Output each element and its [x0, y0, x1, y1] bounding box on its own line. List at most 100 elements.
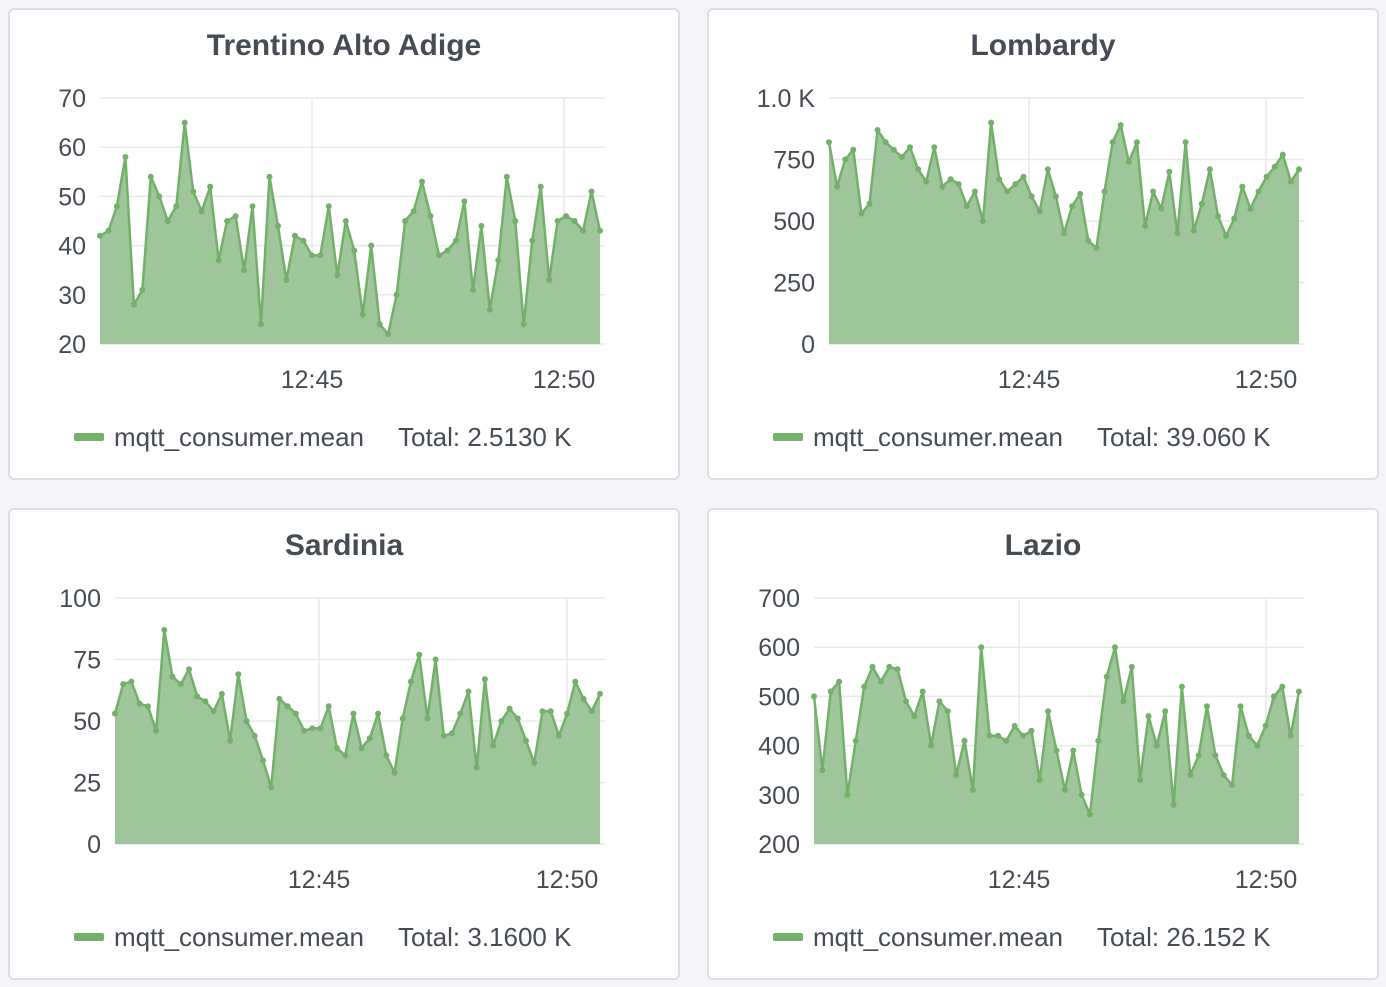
legend-swatch-icon — [74, 933, 104, 941]
data-point — [861, 683, 868, 690]
data-point — [1011, 722, 1018, 729]
y-tick-label: 600 — [758, 634, 800, 662]
data-point — [419, 178, 425, 185]
data-point — [113, 203, 120, 210]
legend: mqtt_consumer.mean Total: 2.5130 K — [74, 422, 572, 452]
data-point — [469, 286, 476, 293]
data-point — [1287, 178, 1294, 185]
y-tick-label: 60 — [58, 134, 86, 162]
data-point — [1229, 782, 1236, 788]
data-point — [1020, 732, 1027, 739]
data-point — [1101, 188, 1108, 195]
data-point — [1187, 772, 1194, 779]
data-point — [215, 257, 222, 264]
data-point — [120, 681, 127, 688]
y-tick-label: 500 — [758, 683, 800, 711]
legend: mqtt_consumer.mean Total: 39.060 K — [773, 422, 1271, 452]
data-point — [300, 237, 307, 244]
data-point — [969, 786, 976, 793]
legend-total: Total: 2.5130 K — [398, 422, 572, 452]
data-point — [939, 183, 946, 190]
data-point — [894, 666, 901, 673]
data-point — [834, 183, 841, 190]
data-point — [1052, 193, 1059, 200]
data-point — [514, 715, 521, 722]
data-point — [136, 700, 143, 707]
data-point — [963, 203, 970, 210]
x-tick-label: 12:50 — [1235, 366, 1298, 394]
data-point — [1028, 193, 1035, 200]
data-point — [1220, 772, 1227, 779]
data-point — [961, 737, 968, 744]
legend-series-name: mqtt_consumer.mean — [813, 422, 1063, 452]
data-point — [580, 227, 587, 234]
data-point — [122, 154, 129, 160]
data-point — [391, 769, 398, 776]
x-tick-label: 12:50 — [536, 866, 599, 894]
data-point — [358, 745, 365, 752]
panel-trentino-alto-adige: Trentino Alto Adige 20 30 40 50 60 70 12:45 12:5… — [8, 8, 680, 480]
data-point — [461, 198, 468, 205]
data-point — [819, 767, 826, 774]
data-point — [473, 764, 480, 771]
data-point — [1003, 737, 1010, 744]
data-point — [877, 678, 884, 685]
data-point — [1215, 213, 1221, 220]
data-point — [243, 718, 250, 724]
data-point — [1212, 752, 1219, 759]
data-point — [506, 705, 513, 712]
chart-title: Sardinia — [285, 529, 404, 562]
data-point — [588, 708, 595, 715]
data-point — [546, 277, 553, 283]
data-point — [995, 732, 1001, 739]
y-tick-label: 100 — [59, 585, 101, 613]
data-point — [978, 644, 985, 651]
data-point — [555, 732, 562, 739]
data-point — [393, 291, 400, 298]
data-point — [432, 656, 439, 663]
data-point — [858, 210, 865, 217]
data-point — [903, 698, 909, 705]
data-point — [342, 752, 349, 759]
data-point — [284, 703, 291, 710]
data-point — [1086, 811, 1093, 818]
legend-total: Total: 26.152 K — [1097, 922, 1271, 952]
y-tick-label: 250 — [773, 270, 815, 298]
data-point — [874, 127, 881, 133]
data-point — [1117, 122, 1124, 129]
data-point — [850, 146, 857, 153]
data-point — [194, 693, 201, 700]
data-point — [351, 247, 358, 254]
data-point — [218, 690, 225, 697]
data-point — [931, 144, 938, 151]
data-point — [1204, 703, 1210, 710]
data-point — [1077, 190, 1084, 197]
data-point — [1078, 791, 1085, 798]
data-point — [452, 237, 459, 244]
data-point — [105, 227, 112, 234]
data-point — [1190, 227, 1197, 234]
x-tick-label: 12:45 — [288, 866, 351, 894]
data-point — [1095, 737, 1102, 744]
data-point — [407, 678, 414, 685]
data-point — [224, 218, 231, 224]
data-point — [1044, 166, 1051, 173]
data-point — [1109, 139, 1116, 146]
data-point — [198, 208, 205, 215]
data-point — [424, 715, 431, 722]
data-point — [161, 627, 168, 633]
y-tick-label: 400 — [758, 733, 800, 761]
data-point — [826, 139, 832, 146]
data-point — [980, 218, 986, 224]
data-point — [1287, 732, 1294, 739]
legend: mqtt_consumer.mean Total: 3.1600 K — [74, 922, 572, 952]
data-point — [169, 673, 176, 680]
data-point — [308, 252, 315, 259]
data-point — [490, 742, 497, 749]
data-point — [1150, 188, 1157, 195]
y-tick-label: 500 — [773, 208, 815, 236]
data-point — [416, 651, 423, 658]
data-point — [1206, 166, 1213, 173]
chart-title: Lazio — [1005, 529, 1082, 562]
data-point — [1145, 713, 1152, 720]
